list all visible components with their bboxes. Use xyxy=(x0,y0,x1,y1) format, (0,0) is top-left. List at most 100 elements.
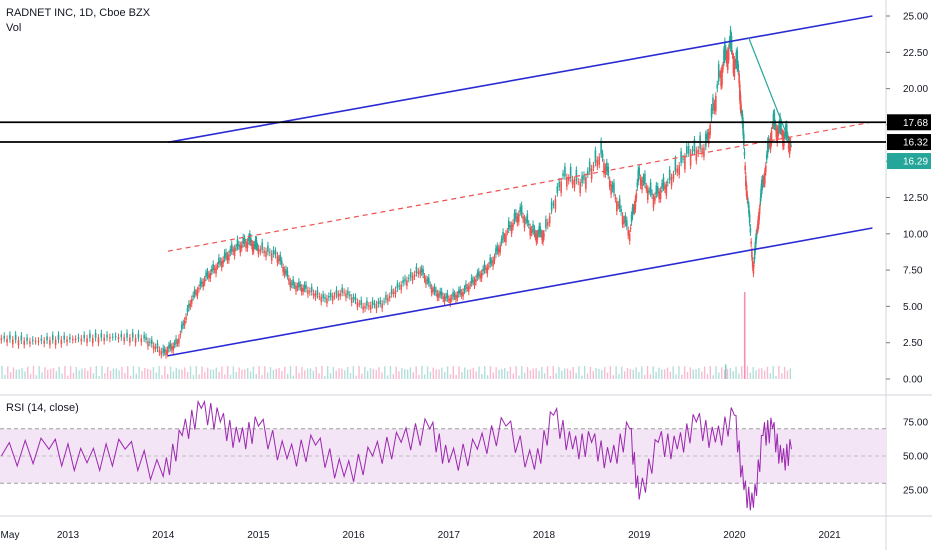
candle-body xyxy=(392,292,395,294)
volume-bar xyxy=(81,368,83,379)
candle-body xyxy=(190,299,193,304)
volume-bar xyxy=(75,367,78,379)
volume-bar xyxy=(732,371,734,379)
candle-body xyxy=(608,180,611,187)
axes: 25.0022.5020.0017.5015.0012.5010.007.505… xyxy=(1,12,931,541)
candle-body xyxy=(486,267,489,274)
time-axis-label: 2020 xyxy=(723,530,746,541)
volume-bar xyxy=(215,367,217,379)
candle-body xyxy=(475,278,477,283)
candle-body xyxy=(134,337,137,343)
candle-body xyxy=(610,184,612,195)
candle-body xyxy=(329,293,332,297)
volume-bar xyxy=(472,367,474,379)
trend-line-red xyxy=(167,121,873,252)
candle-body xyxy=(784,135,786,137)
candle-body xyxy=(111,336,114,338)
volume-bar xyxy=(112,368,115,379)
volume-bar xyxy=(478,366,480,379)
candle-body xyxy=(180,324,183,330)
candle-body xyxy=(193,289,196,295)
candle-body xyxy=(162,348,164,353)
candle-body xyxy=(320,297,323,302)
candle-body xyxy=(433,287,436,292)
volume-bar xyxy=(304,370,306,379)
candle-body xyxy=(638,167,640,176)
candle-body xyxy=(316,290,319,296)
volume-bar xyxy=(392,373,395,379)
volume-bar xyxy=(152,367,155,379)
candle-body xyxy=(624,215,627,223)
candle-body xyxy=(422,269,424,275)
candle-body xyxy=(733,59,736,77)
candle-body xyxy=(261,242,264,250)
candle-body xyxy=(299,284,302,288)
volume-bar xyxy=(695,369,697,379)
candle-body xyxy=(366,300,368,306)
candle-body xyxy=(3,335,6,339)
price-badge xyxy=(887,153,931,170)
candle-body xyxy=(272,249,275,255)
candle-body xyxy=(637,170,640,182)
candle-body xyxy=(46,336,48,341)
candle-body xyxy=(43,340,45,344)
rsi-label[interactable]: RSI (14, close) xyxy=(6,402,79,414)
candle-body xyxy=(617,204,620,206)
candle-body xyxy=(179,333,182,335)
volume-bar xyxy=(389,366,392,379)
candle-body xyxy=(457,290,460,295)
volume-bar xyxy=(229,374,232,379)
candle-body xyxy=(446,293,449,299)
volume-spike xyxy=(724,364,727,379)
volume-bar xyxy=(164,366,166,379)
symbol-title[interactable]: RADNET INC, 1D, Cboe BZX xyxy=(6,7,151,19)
candle-body xyxy=(665,184,668,196)
candle-body xyxy=(170,346,173,350)
volume-bar xyxy=(315,366,317,379)
candle-body xyxy=(618,198,621,209)
candle-body xyxy=(9,334,11,340)
volume-bar xyxy=(289,366,292,379)
volume-bar xyxy=(778,366,780,379)
candle-body xyxy=(215,267,217,274)
candle-body xyxy=(208,274,210,279)
candle-body xyxy=(611,184,614,189)
candle-body xyxy=(734,62,737,66)
volume-bar xyxy=(783,366,786,379)
volume-bar xyxy=(409,367,412,379)
candle-body xyxy=(226,255,229,261)
candle-body xyxy=(379,300,382,304)
candle-body xyxy=(628,233,631,242)
candle-body xyxy=(246,241,249,249)
volume-bar xyxy=(369,368,372,379)
volume-bar xyxy=(712,375,714,379)
candle-body xyxy=(274,250,277,255)
volume-bar xyxy=(632,369,634,379)
candle-body xyxy=(103,337,105,341)
candle-body xyxy=(767,138,770,149)
candle-body xyxy=(503,236,506,239)
candle-body xyxy=(547,222,549,226)
candle-body xyxy=(768,142,771,146)
candle-body xyxy=(465,283,467,289)
volume-bar xyxy=(735,366,737,379)
candle-body xyxy=(495,248,497,255)
volume-bar xyxy=(549,375,552,379)
candle-body xyxy=(771,124,774,126)
candle-body xyxy=(419,270,422,275)
volume-bar xyxy=(326,366,329,379)
volume-bar xyxy=(446,366,449,379)
volume-bar xyxy=(661,369,663,379)
volume-bar xyxy=(721,367,723,379)
volume-bar xyxy=(786,370,789,379)
volume-bar xyxy=(67,375,69,379)
volume-bar xyxy=(621,366,623,379)
volume-bar xyxy=(701,371,703,379)
candle-body xyxy=(381,303,383,309)
candle-body xyxy=(400,284,402,290)
volume-bar xyxy=(681,374,683,379)
candle-body xyxy=(566,177,568,187)
candle-body xyxy=(347,290,349,295)
candle-body xyxy=(664,185,666,190)
candle-body xyxy=(655,185,658,195)
